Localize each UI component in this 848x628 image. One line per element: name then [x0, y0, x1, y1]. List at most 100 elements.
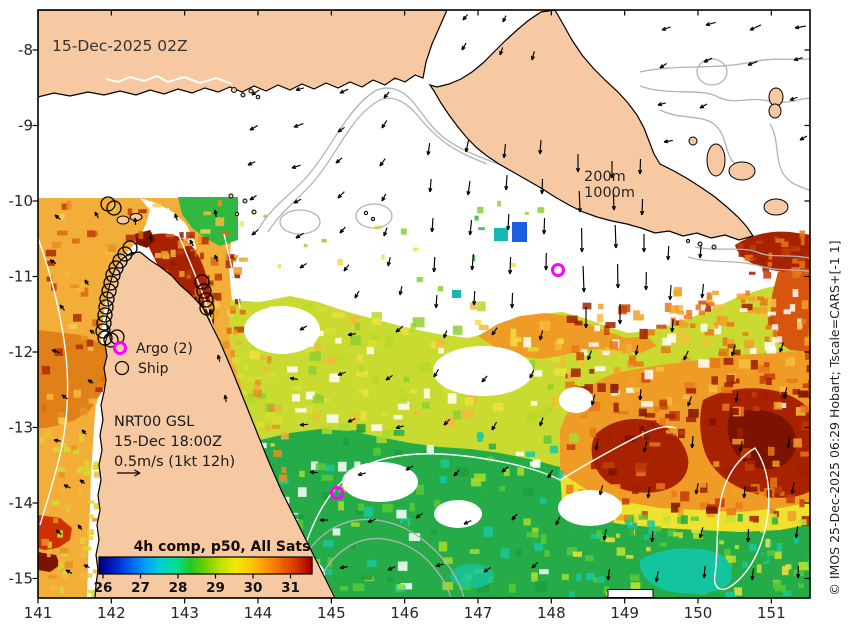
sst-speckle	[731, 489, 738, 497]
current-vector-arrow	[77, 524, 83, 530]
sst-speckle	[719, 540, 724, 545]
sst-speckle	[603, 325, 610, 336]
ship-marker	[95, 323, 111, 339]
sst-speckle	[80, 335, 89, 341]
arrow-head	[335, 161, 341, 164]
sst-speckle	[801, 300, 809, 310]
sst-speckle	[529, 461, 539, 467]
arrow-shaft	[539, 330, 544, 341]
arrow-head	[671, 327, 675, 333]
sst-speckle	[292, 385, 302, 390]
ship-marker	[97, 330, 113, 346]
sst-speckle	[670, 502, 681, 513]
sst-speckle	[323, 568, 332, 575]
sst-speckle	[356, 370, 369, 377]
sst-speckle	[362, 388, 369, 397]
arrow-head	[539, 336, 543, 341]
argo-legend-label: Argo (2)	[136, 341, 193, 357]
sst-speckle	[709, 418, 717, 426]
sst-speckle	[334, 354, 343, 361]
colorbar-strip	[198, 557, 202, 574]
sst-speckle	[293, 514, 305, 519]
current-vector-arrow	[609, 161, 615, 179]
sst-speckle	[728, 408, 739, 415]
current-vector-arrow	[799, 135, 808, 141]
current-vector-arrow	[59, 304, 65, 311]
sst-speckle	[738, 253, 746, 257]
sst-speckle	[68, 324, 77, 329]
sst-speckle	[734, 545, 740, 550]
ship-marker	[196, 283, 212, 299]
sst-speckle	[792, 258, 800, 264]
sst-speckle	[60, 443, 67, 447]
sst-speckle	[523, 337, 532, 348]
sst-speckle	[646, 420, 657, 428]
current-vector-arrow	[734, 391, 739, 403]
colorbar-strip	[180, 557, 184, 574]
arrow-head	[611, 173, 615, 179]
sst-speckle	[64, 561, 73, 569]
sst-speckle	[792, 389, 801, 395]
sst-speckle	[321, 238, 327, 243]
sst-speckle	[80, 537, 87, 544]
arrow-head	[337, 130, 343, 133]
arrow-head	[787, 444, 791, 449]
sst-speckle	[732, 349, 741, 356]
y-tick-label: -10	[9, 192, 34, 210]
sst-speckle	[708, 301, 715, 307]
sst-speckle	[582, 302, 592, 310]
sst-speckle	[477, 583, 490, 593]
arrow-shaft	[739, 441, 743, 453]
sst-speckle	[735, 502, 743, 509]
sst-speckle	[45, 249, 57, 257]
arrow-head	[53, 439, 58, 443]
sst-speckle	[469, 549, 480, 554]
sst-speckle	[170, 249, 176, 258]
colorbar-strip	[177, 557, 181, 574]
sst-speckle	[70, 284, 80, 289]
current-vector-arrow	[428, 178, 433, 193]
arrow-head	[667, 255, 671, 261]
axis-tick-marks	[32, 10, 810, 604]
arrow-head	[599, 491, 603, 496]
sst-speckle	[673, 320, 682, 326]
current-vector-arrow	[381, 193, 387, 202]
sst-speckle	[708, 384, 718, 393]
sst-speckle	[297, 487, 307, 497]
arrow-head	[357, 474, 363, 477]
land-masses	[37, 9, 789, 599]
sst-speckle	[552, 356, 561, 364]
x-tick-label: 151	[757, 604, 786, 622]
sst-speckle	[659, 417, 666, 426]
sst-speckle	[439, 476, 447, 484]
sst-speckle	[772, 336, 783, 343]
arrow-head	[405, 468, 411, 471]
sst-speckle	[773, 236, 778, 240]
current-vector-arrow	[613, 224, 618, 249]
arrow-head	[213, 209, 216, 215]
sst-speckle	[296, 520, 304, 530]
sst-speckle	[265, 425, 271, 432]
sst-speckle	[272, 416, 284, 424]
sst-speckle	[430, 341, 439, 349]
sst-speckle	[800, 405, 811, 413]
sst-speckle	[46, 260, 56, 266]
sst-speckle	[333, 302, 340, 308]
current-vector-arrow	[53, 438, 61, 443]
colorbar-strip	[282, 557, 286, 574]
sst-speckle	[58, 472, 65, 478]
sst-speckle	[352, 583, 365, 592]
sst-speckle	[453, 410, 461, 420]
arrow-shaft	[639, 158, 642, 175]
sst-speckle	[764, 336, 770, 342]
sst-speckle	[684, 382, 695, 389]
current-vector-arrow	[491, 327, 498, 336]
sst-speckle	[659, 542, 667, 547]
arrow-shaft	[578, 190, 581, 213]
sst-speckle	[797, 519, 807, 526]
sst-speckle	[125, 234, 136, 242]
sst-speckle	[78, 465, 84, 471]
current-vector-arrow	[501, 466, 509, 473]
current-vector-field	[49, 14, 808, 583]
sst-speckle	[801, 421, 814, 430]
